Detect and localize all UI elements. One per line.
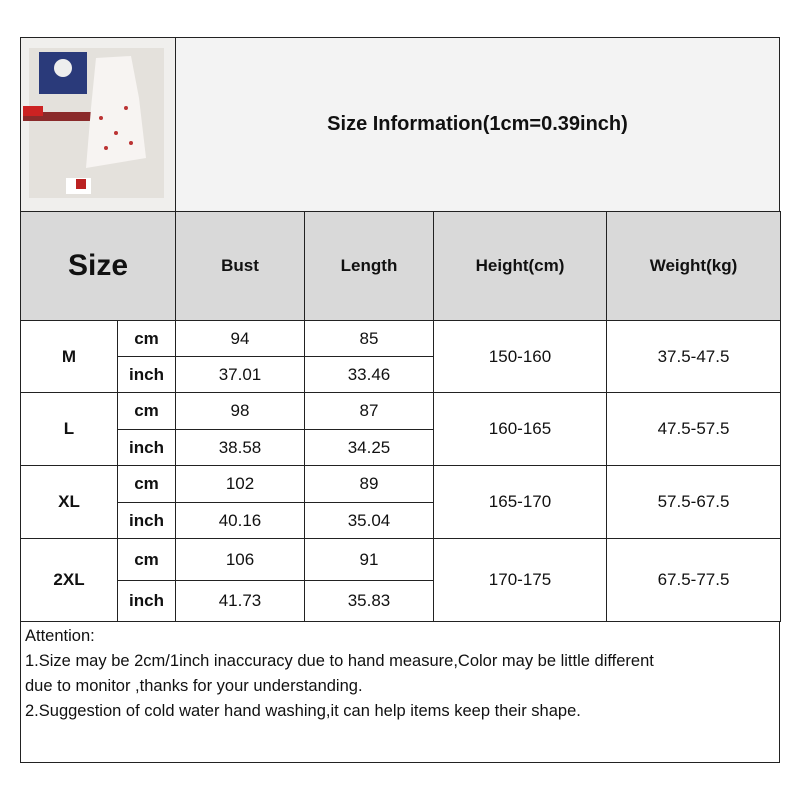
height-range: 165-170 [433,465,607,539]
size-label: XL [20,465,118,539]
weight-range: 67.5-77.5 [606,538,781,622]
length-inch: 35.83 [304,580,434,622]
size-label: 2XL [20,538,118,622]
length-inch: 35.04 [304,502,434,539]
header-size: Size [20,211,176,321]
length-cm: 87 [304,392,434,430]
weight-range: 57.5-67.5 [606,465,781,539]
bust-cm: 106 [175,538,305,581]
unit-inch: inch [117,580,176,622]
header-height: Height(cm) [433,211,607,321]
bust-inch: 40.16 [175,502,305,539]
weight-range: 47.5-57.5 [606,392,781,466]
header-weight: Weight(kg) [606,211,781,321]
length-inch: 34.25 [304,429,434,466]
unit-cm: cm [117,538,176,581]
header-bust: Bust [175,211,305,321]
header-length: Length [304,211,434,321]
bust-inch: 37.01 [175,356,305,393]
unit-cm: cm [117,320,176,357]
bust-cm: 102 [175,465,305,503]
size-label: M [20,320,118,393]
unit-inch: inch [117,502,176,539]
bust-cm: 94 [175,320,305,357]
attention-notes: Attention: 1.Size may be 2cm/1inch inacc… [20,621,780,763]
bust-inch: 38.58 [175,429,305,466]
unit-cm: cm [117,392,176,430]
height-range: 170-175 [433,538,607,622]
height-range: 150-160 [433,320,607,393]
attention-line-1: 1.Size may be 2cm/1inch inaccuracy due t… [25,652,654,695]
length-inch: 33.46 [304,356,434,393]
attention-heading: Attention: [25,627,95,645]
page-title: Size Information(1cm=0.39inch) [175,37,780,212]
bust-inch: 41.73 [175,580,305,622]
size-label: L [20,392,118,466]
length-cm: 91 [304,538,434,581]
height-range: 160-165 [433,392,607,466]
unit-cm: cm [117,465,176,503]
attention-line-2: 2.Suggestion of cold water hand washing,… [25,702,581,720]
product-photo [20,37,176,212]
weight-range: 37.5-47.5 [606,320,781,393]
length-cm: 85 [304,320,434,357]
bust-cm: 98 [175,392,305,430]
length-cm: 89 [304,465,434,503]
unit-inch: inch [117,356,176,393]
unit-inch: inch [117,429,176,466]
